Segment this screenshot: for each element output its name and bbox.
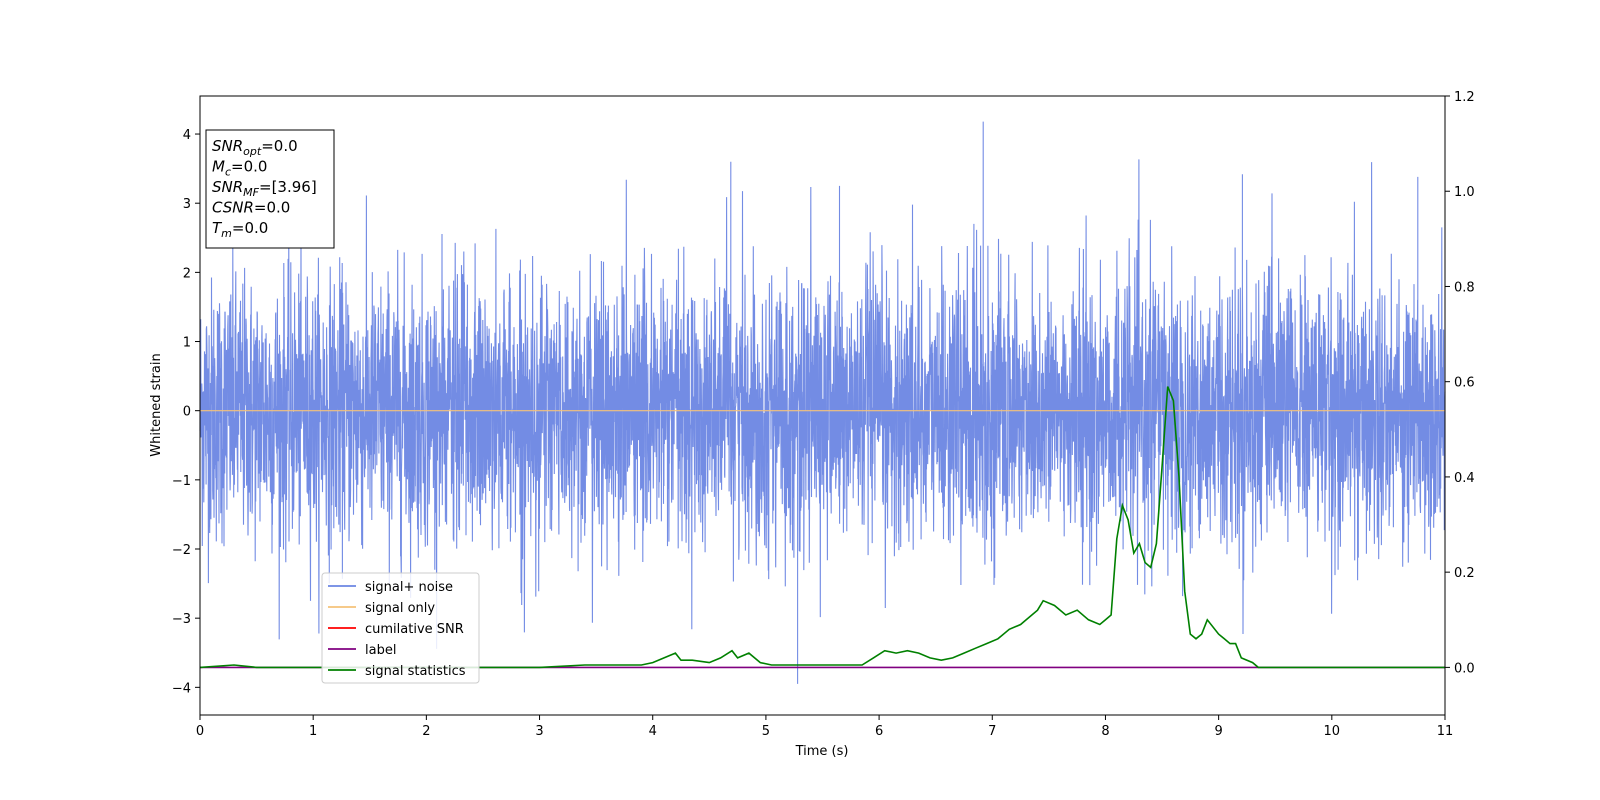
series-signal-noise-line — [199, 121, 1446, 684]
y-tick-label: 0 — [183, 405, 191, 420]
x-tick-label: 1 — [309, 724, 317, 739]
info-line: CSNR=0.0 — [212, 199, 290, 217]
info-line: SNRMF=[3.96] — [212, 178, 317, 199]
y-right-tick-label: 0.4 — [1454, 471, 1475, 486]
noise-layer — [199, 121, 1446, 684]
info-box-frame — [205, 129, 335, 249]
y-tick-label: −3 — [172, 612, 191, 627]
y-right-tick-label: 0.0 — [1454, 661, 1475, 676]
legend-label: signal+ noise — [365, 580, 453, 595]
info-value: =0.0 — [231, 158, 267, 176]
legend-frame — [321, 572, 480, 684]
y-tick-label: 2 — [183, 266, 191, 281]
x-tick-label: 9 — [1214, 724, 1222, 739]
legend-label: cumilative SNR — [365, 622, 464, 637]
info-symbol: SNR — [212, 137, 243, 155]
y-tick-label: 1 — [183, 336, 191, 351]
legend-label: signal statistics — [365, 664, 466, 679]
info-symbol: M — [212, 158, 225, 176]
info-line: Mc=0.0 — [212, 158, 267, 179]
series-signal-statistics-line — [199, 386, 1445, 669]
info-value: =0.0 — [261, 137, 297, 155]
x-tick-label: 6 — [875, 724, 883, 739]
y-right-tick-label: 1.2 — [1454, 90, 1475, 105]
info-box: SNRopt=0.0Mc=0.0SNRMF=[3.96]CSNR=0.0Tm=0… — [205, 129, 335, 249]
y-right-tick-label: 1.0 — [1454, 185, 1475, 200]
y-right-tick-label: 0.8 — [1454, 280, 1475, 295]
y-axis-label: Whitened strain — [149, 353, 164, 456]
info-symbol: CSNR — [212, 199, 254, 217]
legend-label: label — [365, 643, 396, 658]
x-tick-label: 2 — [422, 724, 430, 739]
info-value: =[3.96] — [259, 178, 317, 196]
info-subscript: c — [225, 166, 231, 179]
x-tick-label: 3 — [535, 724, 543, 739]
info-subscript: opt — [243, 145, 262, 158]
legend: signal+ noise signal only cumilative SNR la… — [321, 572, 480, 684]
info-symbol: SNR — [212, 178, 243, 196]
plot-frame — [199, 95, 1446, 716]
x-tick-label: 11 — [1437, 724, 1454, 739]
y-tick-label: −2 — [172, 543, 191, 558]
info-value: =0.0 — [232, 219, 268, 237]
x-tick-label: 4 — [649, 724, 657, 739]
x-tick-label: 7 — [988, 724, 996, 739]
x-tick-label: 0 — [196, 724, 204, 739]
y-tick-label: 3 — [183, 197, 191, 212]
info-line: Tm=0.0 — [212, 219, 268, 240]
info-subscript: m — [221, 227, 232, 240]
info-subscript: MF — [243, 186, 259, 199]
info-line: SNRopt=0.0 — [212, 137, 298, 158]
x-tick-label: 8 — [1101, 724, 1109, 739]
axes-layer: 0 1 2 3 4 5 6 7 8 9 10 1143210−1−2−3−41.21.00.80.60… — [172, 90, 1475, 739]
x-axis-label: Time (s) — [795, 744, 849, 759]
y-tick-label: 4 — [183, 128, 191, 143]
y-tick-label: −1 — [172, 474, 191, 489]
x-tick-label: 10 — [1324, 724, 1341, 739]
info-value: =0.0 — [254, 199, 290, 217]
x-tick-label: 5 — [762, 724, 770, 739]
y-tick-label: −4 — [172, 681, 191, 696]
legend-label: signal only — [365, 601, 435, 616]
info-symbol: T — [212, 219, 223, 237]
y-right-tick-label: 0.6 — [1454, 376, 1475, 391]
y-right-tick-label: 0.2 — [1454, 566, 1475, 581]
